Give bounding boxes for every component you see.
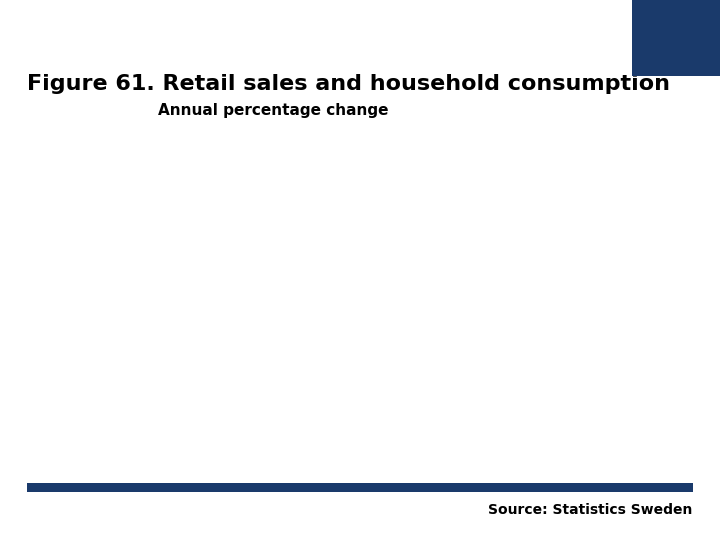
Text: Figure 61. Retail sales and household consumption: Figure 61. Retail sales and household co… [27, 73, 670, 94]
Text: Source: Statistics Sweden: Source: Statistics Sweden [488, 503, 693, 517]
Text: Annual percentage change: Annual percentage change [158, 103, 389, 118]
